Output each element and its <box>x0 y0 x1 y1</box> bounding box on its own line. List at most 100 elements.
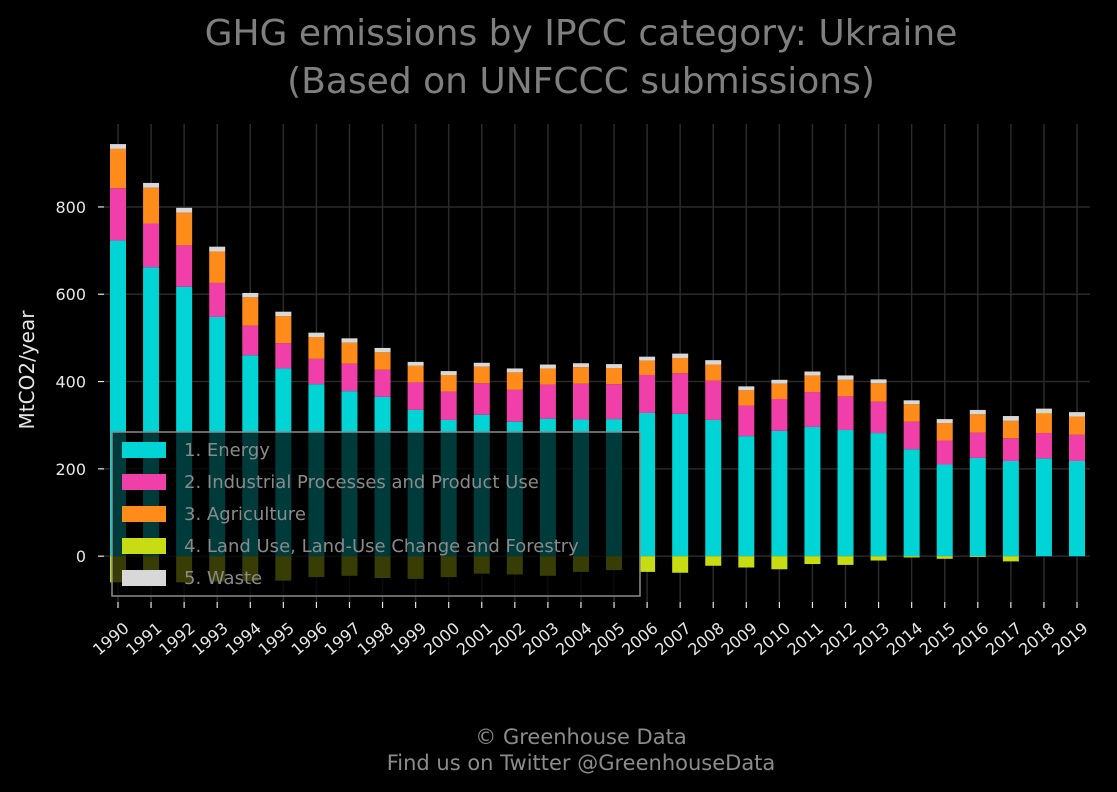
bar-segment <box>110 144 126 149</box>
bar-segment <box>705 380 722 420</box>
x-tick-label: 2003 <box>519 619 562 660</box>
bar-segment <box>771 399 788 431</box>
bar-segment <box>738 556 755 568</box>
bar-segment <box>1035 413 1052 434</box>
legend-label: 5. Waste <box>184 568 262 589</box>
bar-segment <box>341 363 358 392</box>
bar-segment <box>969 414 986 433</box>
bar-segment <box>308 358 325 385</box>
bar-segment <box>771 556 788 570</box>
x-tick-label: 1996 <box>288 619 331 660</box>
legend-swatch <box>122 570 166 586</box>
x-tick-label: 2013 <box>850 619 893 660</box>
bar-segment <box>1069 416 1085 435</box>
x-tick-label: 2016 <box>949 619 992 660</box>
legend-label: 4. Land Use, Land-Use Change and Forestr… <box>184 536 579 557</box>
bar-segment <box>672 353 689 358</box>
bar-segment <box>506 372 523 390</box>
x-tick-label: 2007 <box>651 619 694 660</box>
bar-segment <box>837 379 854 397</box>
bar-segment <box>903 421 920 450</box>
bar-segment <box>143 187 160 224</box>
bar-segment <box>506 389 523 422</box>
bar-segment <box>606 384 623 420</box>
y-tick-label: 800 <box>55 198 86 217</box>
y-tick-label: 0 <box>76 547 86 566</box>
x-tick-label: 2017 <box>982 619 1025 660</box>
y-tick-label: 600 <box>55 285 86 304</box>
bar-segment <box>1035 408 1052 413</box>
x-tick-label: 2014 <box>883 619 926 660</box>
legend-swatch <box>122 506 166 522</box>
bar-segment <box>639 375 656 413</box>
bar-segment <box>176 245 193 287</box>
bar-segment <box>176 212 193 246</box>
x-tick-label: 2005 <box>585 619 628 660</box>
legend-swatch <box>122 442 166 458</box>
bar-segment <box>341 338 358 343</box>
bar-segment <box>374 352 391 370</box>
x-tick-label: 2010 <box>751 619 794 660</box>
x-tick-label: 2001 <box>453 619 496 660</box>
x-tick-label: 2019 <box>1048 619 1091 660</box>
bar-segment <box>738 436 755 557</box>
bar-segment <box>176 207 193 213</box>
y-axis-ticks: 0 200 400 600 800 <box>55 198 104 566</box>
x-tick-label: 1997 <box>321 619 364 660</box>
bar-segment <box>539 364 556 369</box>
bar-segment <box>572 363 589 368</box>
bar-segment <box>275 311 292 317</box>
legend: 1. Energy 2. Industrial Processes and Pro… <box>111 431 641 597</box>
bar-segment <box>572 383 589 420</box>
bar-segment <box>407 361 424 366</box>
bar-segment <box>804 371 821 376</box>
bar-segment <box>242 325 259 356</box>
bar-segment <box>969 409 986 415</box>
bar-segment <box>639 360 656 376</box>
bar-segment <box>539 384 556 419</box>
x-tick-label: 2002 <box>486 619 529 660</box>
bar-segment <box>837 430 854 557</box>
legend-swatch <box>122 474 166 490</box>
x-tick-label: 2012 <box>817 619 860 660</box>
x-tick-label: 2015 <box>916 619 959 660</box>
chart-subtitle: (Based on UNFCCC submissions) <box>287 61 875 102</box>
bar-segment <box>440 375 457 392</box>
x-tick-label: 2011 <box>784 619 827 660</box>
bar-segment <box>275 343 292 369</box>
bar-segment <box>374 347 391 353</box>
bar-segment <box>606 364 623 369</box>
bar-segment <box>903 556 920 558</box>
legend-label: 1. Energy <box>184 440 270 461</box>
bar-segment <box>903 404 920 422</box>
bar-segment <box>1002 420 1019 439</box>
bar-segment <box>870 556 887 561</box>
x-tick-label: 2009 <box>717 619 760 660</box>
y-tick-label: 400 <box>55 373 86 392</box>
bar-segment <box>1002 461 1019 557</box>
bar-segment <box>672 373 689 414</box>
bar-segment <box>837 396 854 431</box>
bar-segment <box>705 360 722 365</box>
bar-segment <box>473 366 490 384</box>
bar-segment <box>539 368 556 385</box>
bar-segment <box>672 413 689 557</box>
bar-segment <box>771 379 788 384</box>
bar-segment <box>209 251 226 283</box>
bar-segment <box>1002 438 1019 462</box>
bar-segment <box>705 419 722 557</box>
legend-swatch <box>122 538 166 554</box>
bar-segment <box>143 223 160 268</box>
bar-segment <box>1035 458 1052 557</box>
bar-segment <box>1002 416 1019 421</box>
bar-segment <box>473 362 490 367</box>
bar-segment <box>804 556 821 565</box>
bar-segment <box>440 391 457 420</box>
bar-segment <box>473 383 490 415</box>
bar-segment <box>969 457 986 557</box>
bar-segment <box>936 419 953 424</box>
x-tick-label: 1991 <box>122 619 165 660</box>
legend-label: 2. Industrial Processes and Product Use <box>184 472 539 493</box>
bar-segment <box>870 383 887 402</box>
x-tick-label: 2008 <box>684 619 727 660</box>
